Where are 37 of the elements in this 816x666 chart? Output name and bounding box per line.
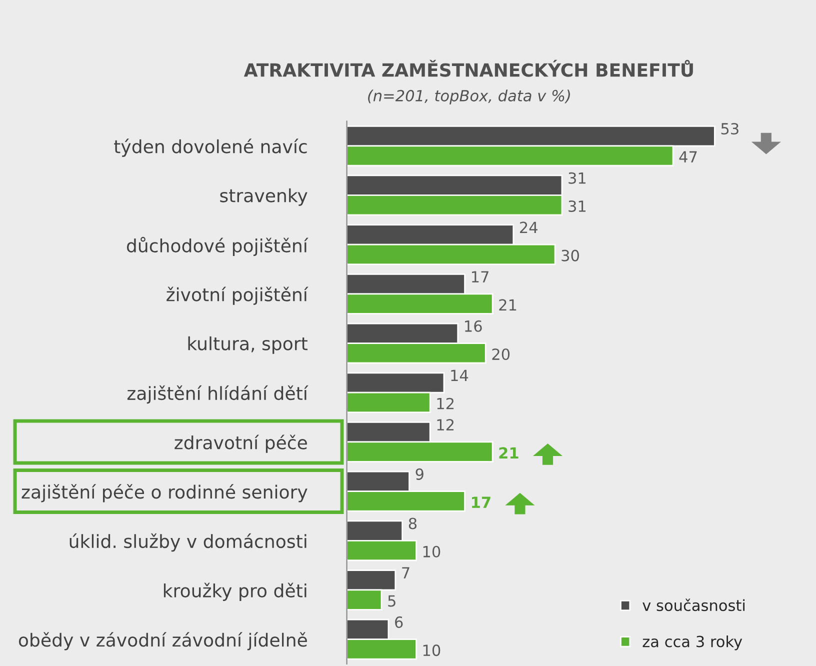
data-label: 7	[402, 567, 410, 578]
y-tick-label: kroužky pro děti	[164, 582, 306, 601]
y-tick-label: zdravotní péče	[174, 434, 307, 453]
legend-label: za cca 3 roky	[642, 635, 742, 650]
data-label: 6	[395, 616, 403, 628]
data-label: 47	[679, 151, 697, 162]
y-tick-label: stravenky	[220, 188, 308, 206]
chart-subtitle: (n=201, topBox, data v %)	[368, 90, 570, 104]
y-tick-label: zajištění péče o rodinné seniory	[22, 484, 308, 502]
y-tick-label: obědy v závodní závodní jídelně	[18, 632, 307, 650]
data-label: 24	[520, 222, 538, 233]
y-tick-label: týden dovolené navíc	[114, 138, 307, 157]
y-tick-label: životní pojištění	[166, 286, 308, 305]
legend-label: v současnosti	[642, 598, 745, 612]
data-label: 21	[499, 447, 518, 459]
data-label: 17	[472, 496, 490, 508]
data-label: 31	[568, 172, 586, 184]
y-tick-label: důchodové pojištění	[126, 236, 308, 256]
data-label: 9	[416, 468, 424, 480]
data-label: 8	[408, 518, 417, 530]
y-tick-label: úklid. služby v domácnosti	[70, 533, 306, 552]
data-label: 14	[451, 370, 468, 382]
data-label: 17	[472, 271, 488, 282]
data-label: 12	[437, 398, 454, 410]
data-label: 30	[562, 250, 579, 262]
y-tick-label: kultura, sport	[188, 336, 308, 354]
chart-title: ATRAKTIVITA ZAMĚSTNANECKÝCH BENEFITŮ	[244, 60, 693, 77]
data-label: 21	[499, 299, 516, 310]
data-label: 53	[721, 122, 738, 135]
data-label: 12	[437, 419, 454, 430]
y-tick-label: zajištění hlídání dětí	[127, 385, 308, 404]
data-label: 31	[568, 200, 586, 212]
data-label: 10	[423, 546, 440, 558]
data-label: 10	[423, 644, 440, 656]
data-label: 20	[492, 348, 510, 360]
data-label: 16	[465, 320, 482, 332]
data-label: 5	[388, 595, 396, 607]
